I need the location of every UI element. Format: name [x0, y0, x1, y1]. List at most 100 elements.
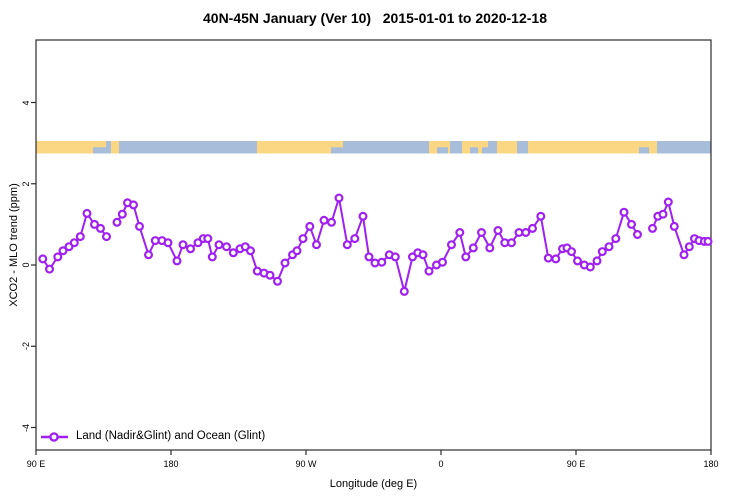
data-point-marker: [669, 221, 679, 231]
data-point-marker: [611, 234, 621, 244]
map-strip-ocean-segment: [657, 141, 711, 154]
data-point-marker: [507, 238, 517, 248]
data-point-marker: [203, 234, 213, 244]
y-tick-label: -2: [21, 342, 31, 351]
data-point-marker: [468, 243, 478, 253]
data-point-marker: [632, 230, 642, 240]
data-point-marker: [319, 215, 329, 225]
data-point-marker: [626, 219, 636, 229]
data-point-marker: [89, 219, 99, 229]
data-point-marker: [186, 244, 196, 254]
data-point-marker: [135, 221, 145, 231]
x-tick-label: 180: [703, 459, 719, 469]
data-point-marker: [461, 252, 471, 262]
data-point-marker: [679, 250, 689, 260]
data-point-marker: [619, 207, 629, 217]
y-tick-label: -4: [21, 423, 31, 432]
data-point-marker: [222, 242, 232, 252]
data-point-marker: [658, 209, 668, 219]
data-point-marker: [585, 262, 595, 272]
x-tick-label: 90 W: [295, 459, 317, 469]
map-strip-ocean-segment: [331, 147, 343, 154]
y-tick-label: 0: [21, 262, 31, 268]
chart-title: 40N-45N January (Ver 10) 2015-01-01 to 2…: [203, 10, 547, 26]
data-point-marker: [69, 238, 79, 248]
data-point-marker: [485, 243, 495, 253]
data-point-marker: [228, 248, 238, 258]
data-point-marker: [536, 211, 546, 221]
data-point-marker: [163, 238, 173, 248]
data-point-marker: [684, 242, 694, 252]
data-point-marker: [424, 266, 434, 276]
y-axis-label: XCO2 - MLO trend (ppm): [8, 183, 20, 307]
map-strip-land-segment: [36, 141, 99, 154]
data-point-marker: [246, 246, 256, 256]
legend-label: Land (Nadir&Glint) and Ocean (Glint): [76, 430, 266, 442]
data-point-marker: [364, 252, 374, 262]
data-point-marker: [327, 217, 337, 227]
data-point-marker: [38, 254, 48, 264]
map-strip-land-segment: [482, 141, 488, 148]
data-line: [651, 201, 708, 256]
map-strip-ocean-segment: [93, 147, 99, 154]
data-point-marker: [527, 223, 537, 233]
data-point-marker: [566, 247, 576, 257]
data-point-marker: [101, 232, 111, 242]
data-point-marker: [703, 236, 713, 246]
x-tick-label: 180: [163, 459, 179, 469]
data-point-marker: [377, 257, 387, 267]
data-point-marker: [305, 221, 315, 231]
map-strip-ocean-segment: [450, 141, 462, 154]
data-point-marker: [493, 226, 503, 236]
data-point-marker: [298, 234, 308, 244]
x-tick-label: 0: [438, 459, 444, 469]
data-point-marker: [477, 228, 487, 238]
data-point-marker: [438, 257, 448, 267]
data-point-marker: [312, 240, 322, 250]
data-point-marker: [117, 209, 127, 219]
data-point-marker: [58, 246, 68, 256]
data-point-marker: [172, 256, 182, 266]
data-point-marker: [292, 246, 302, 256]
data-point-marker: [112, 217, 122, 227]
map-strip-land-segment: [497, 141, 517, 154]
data-point-marker: [214, 240, 224, 250]
data-point-marker: [95, 223, 105, 233]
map-strip-ocean-segment: [343, 141, 429, 154]
map-strip-ocean-segment: [639, 147, 649, 154]
map-strip-land-segment: [111, 141, 119, 154]
y-tick-label: 4: [21, 99, 31, 106]
data-point-marker: [551, 254, 561, 264]
data-point-marker: [75, 232, 85, 242]
data-point-marker: [280, 258, 290, 268]
data-point-marker: [647, 223, 657, 233]
data-point-marker: [334, 193, 344, 203]
plot-border: [35, 39, 712, 451]
data-point-marker: [44, 264, 54, 274]
data-point-marker: [273, 276, 283, 286]
data-point-marker: [207, 252, 217, 262]
map-strip-land-segment: [257, 141, 343, 154]
data-point-marker: [597, 247, 607, 257]
map-strip-ocean-segment: [517, 141, 528, 154]
data-point-marker: [144, 250, 154, 260]
data-point-marker: [604, 242, 614, 252]
data-point-marker: [350, 234, 360, 244]
map-strip-land-segment: [99, 141, 106, 148]
map-strip-ocean-segment: [437, 147, 448, 154]
data-point-marker: [663, 197, 673, 207]
data-point-marker: [342, 240, 352, 250]
data-point-marker: [592, 256, 602, 266]
data-point-marker: [455, 228, 465, 238]
x-axis-label: Longitude (deg E): [329, 478, 418, 490]
data-point-marker: [390, 252, 400, 262]
legend-marker-icon: [49, 432, 59, 442]
data-point-marker: [399, 286, 409, 296]
data-point-marker: [543, 253, 553, 263]
x-tick-label: 90 E: [26, 459, 46, 469]
data-point-marker: [129, 200, 139, 210]
map-strip-land-segment: [528, 141, 657, 154]
data-point-marker: [447, 240, 457, 250]
